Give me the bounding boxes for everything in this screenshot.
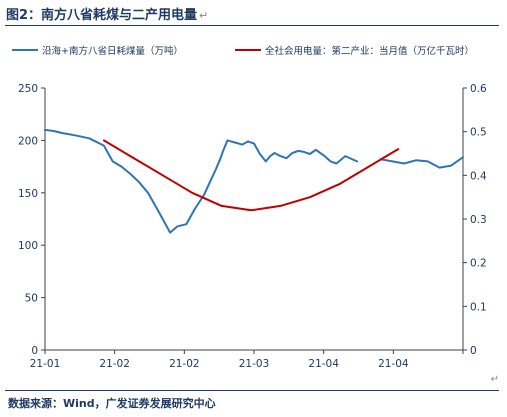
- source-note: 数据来源：Wind，广发证券发展研究中心: [8, 397, 216, 410]
- series-line-1-segment-2: [379, 156, 464, 169]
- y-right-tick-label: 0.2: [470, 258, 487, 270]
- legend-label-1: 沿海+南方八省日耗煤量（万吨）: [42, 45, 183, 57]
- y-right-tick-label: 0.1: [470, 301, 487, 313]
- y-right-tick-label: 0.5: [470, 127, 487, 139]
- y-right-tick-label: 0.6: [470, 83, 487, 95]
- legend-label-2: 全社会用电量：第二产业：当月值（万亿千瓦时）: [265, 45, 474, 57]
- y-left-tick-label: 50: [25, 293, 38, 305]
- y-left-tick-label: 150: [18, 188, 38, 200]
- y-left-tick-label: 200: [18, 135, 38, 147]
- return-mark-icon: ↵: [199, 9, 209, 22]
- x-tick-label: 21-01: [30, 358, 61, 370]
- y-left-tick-label: 250: [18, 83, 38, 95]
- x-tick-label: 21-02: [99, 358, 130, 370]
- y-left-tick-label: 100: [18, 240, 38, 252]
- series-line-2-segment-1: [102, 139, 400, 212]
- x-tick-label: 21-04: [308, 358, 339, 370]
- line-chart: 沿海+南方八省日耗煤量（万吨） 全社会用电量：第二产业：当月值（万亿千瓦时） 0 50…: [12, 45, 487, 370]
- series-line-1-segment-1: [44, 128, 358, 234]
- figure-title: 图2：南方八省耗煤与二产用电量 ↵: [6, 4, 501, 24]
- corner-return-mark: ↵: [490, 374, 499, 385]
- x-tick-label: 21-02: [169, 358, 200, 370]
- y-right-tick-label: 0.4: [470, 170, 487, 182]
- chart-area: 沿海+南方八省日耗煤量（万吨） 全社会用电量：第二产业：当月值（万亿千瓦时） 0 50…: [0, 30, 507, 385]
- top-rule: [5, 25, 499, 26]
- x-tick-label: 21-04: [378, 358, 409, 370]
- figure-title-text: 图2：南方八省耗煤与二产用电量: [6, 8, 198, 23]
- bottom-rule: [5, 390, 499, 391]
- y-right-tick-label: 0: [470, 345, 477, 357]
- y-left-tick-label: 0: [31, 345, 38, 357]
- y-right-tick-label: 0.3: [470, 214, 487, 226]
- x-tick-label: 21-03: [239, 358, 270, 370]
